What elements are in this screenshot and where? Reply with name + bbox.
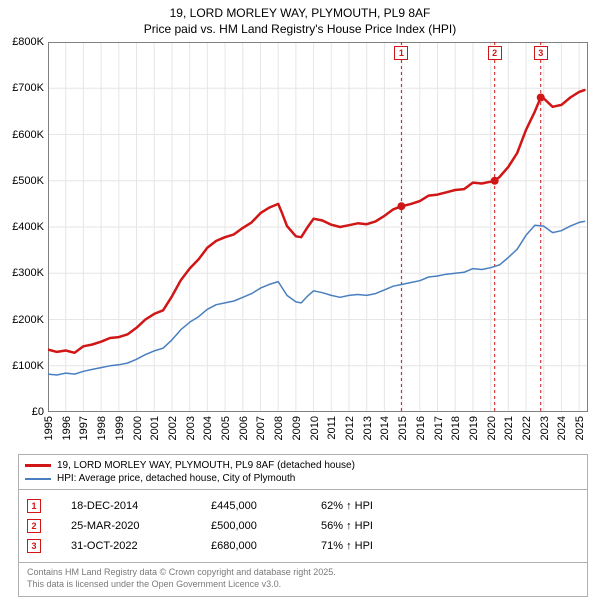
legend-item: HPI: Average price, detached house, City… — [25, 472, 581, 485]
attribution-line2: This data is licensed under the Open Gov… — [27, 579, 579, 591]
x-axis-label: 2004 — [202, 416, 214, 440]
sale-price: £680,000 — [211, 540, 291, 552]
chart-area: £0£100K£200K£300K£400K£500K£600K£700K£80… — [48, 42, 588, 412]
sale-date: 25-MAR-2020 — [71, 520, 181, 532]
sale-pct: 71% ↑ HPI — [321, 540, 373, 552]
x-axis-label: 2008 — [273, 416, 285, 440]
x-axis-label: 2021 — [503, 416, 515, 440]
x-axis-label: 2000 — [132, 416, 144, 440]
attribution: Contains HM Land Registry data © Crown c… — [19, 562, 587, 596]
legend-swatch — [25, 464, 51, 467]
sale-row: 3 31-OCT-2022 £680,000 71% ↑ HPI — [27, 536, 579, 556]
x-axis-label: 2001 — [149, 416, 161, 440]
sale-price: £445,000 — [211, 500, 291, 512]
chart-title: 19, LORD MORLEY WAY, PLYMOUTH, PL9 8AF P… — [0, 0, 600, 37]
footer-panel: 19, LORD MORLEY WAY, PLYMOUTH, PL9 8AF (… — [18, 454, 588, 597]
x-axis-label: 2016 — [415, 416, 427, 440]
x-axis-label: 2013 — [362, 416, 374, 440]
x-axis-label: 1997 — [78, 416, 90, 440]
sale-index-box: 3 — [27, 539, 41, 553]
x-axis-label: 2017 — [433, 416, 445, 440]
y-axis-label: £400K — [12, 221, 44, 233]
x-axis-label: 2023 — [539, 416, 551, 440]
x-axis-label: 2020 — [486, 416, 498, 440]
x-axis-label: 2012 — [344, 416, 356, 440]
x-axis-label: 2009 — [291, 416, 303, 440]
sale-date: 18-DEC-2014 — [71, 500, 181, 512]
x-axis-label: 1996 — [61, 416, 73, 440]
x-axis-label: 2025 — [574, 416, 586, 440]
sale-index-box: 2 — [27, 519, 41, 533]
x-axis-label: 2019 — [468, 416, 480, 440]
x-axis-label: 2018 — [450, 416, 462, 440]
legend-label: HPI: Average price, detached house, City… — [57, 473, 295, 484]
x-axis-label: 2005 — [220, 416, 232, 440]
sale-row: 2 25-MAR-2020 £500,000 56% ↑ HPI — [27, 516, 579, 536]
chart-svg — [48, 42, 588, 412]
y-axis-label: £200K — [12, 314, 44, 326]
sale-pct: 62% ↑ HPI — [321, 500, 373, 512]
event-marker-box: 3 — [534, 46, 548, 60]
x-axis-label: 2002 — [167, 416, 179, 440]
sales-table: 1 18-DEC-2014 £445,000 62% ↑ HPI 2 25-MAR-202… — [19, 490, 587, 562]
y-axis-label: £300K — [12, 267, 44, 279]
x-axis-label: 2024 — [556, 416, 568, 440]
x-axis-label: 2015 — [397, 416, 409, 440]
title-line1: 19, LORD MORLEY WAY, PLYMOUTH, PL9 8AF — [0, 6, 600, 22]
event-marker-box: 2 — [488, 46, 502, 60]
legend-item: 19, LORD MORLEY WAY, PLYMOUTH, PL9 8AF (… — [25, 459, 581, 472]
sale-price: £500,000 — [211, 520, 291, 532]
legend: 19, LORD MORLEY WAY, PLYMOUTH, PL9 8AF (… — [19, 455, 587, 490]
legend-swatch — [25, 478, 51, 480]
y-axis-label: £600K — [12, 129, 44, 141]
y-axis-label: £700K — [12, 82, 44, 94]
sale-row: 1 18-DEC-2014 £445,000 62% ↑ HPI — [27, 496, 579, 516]
attribution-line1: Contains HM Land Registry data © Crown c… — [27, 567, 579, 579]
legend-label: 19, LORD MORLEY WAY, PLYMOUTH, PL9 8AF (… — [57, 460, 355, 471]
x-axis-label: 2006 — [238, 416, 250, 440]
sale-index-box: 1 — [27, 499, 41, 513]
y-axis-label: £100K — [12, 360, 44, 372]
sale-pct: 56% ↑ HPI — [321, 520, 373, 532]
x-axis-label: 2011 — [326, 416, 338, 440]
x-axis-label: 1998 — [96, 416, 108, 440]
x-axis-label: 2007 — [255, 416, 267, 440]
x-axis-label: 2014 — [379, 416, 391, 440]
x-axis-label: 1999 — [114, 416, 126, 440]
y-axis-label: £800K — [12, 36, 44, 48]
title-line2: Price paid vs. HM Land Registry's House … — [0, 22, 600, 38]
x-axis-label: 2003 — [185, 416, 197, 440]
x-axis-label: 2022 — [521, 416, 533, 440]
sale-date: 31-OCT-2022 — [71, 540, 181, 552]
event-marker-box: 1 — [394, 46, 408, 60]
x-axis-label: 2010 — [309, 416, 321, 440]
y-axis-label: £500K — [12, 175, 44, 187]
x-axis-label: 1995 — [43, 416, 55, 440]
